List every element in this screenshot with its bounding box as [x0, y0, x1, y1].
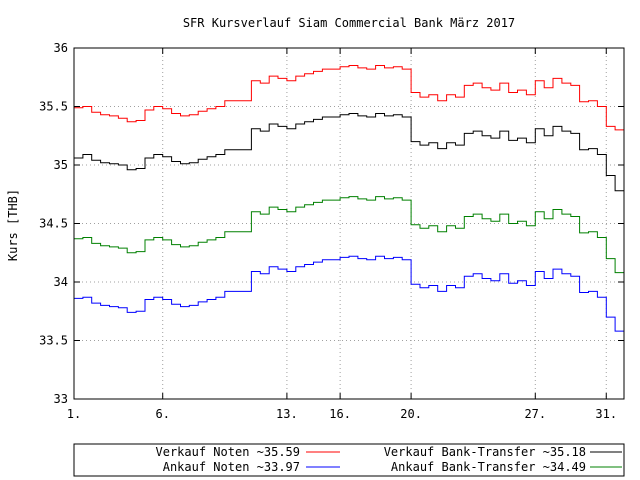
- legend-label: Ankauf Bank-Transfer ~34.49: [391, 460, 586, 474]
- legend-label: Verkauf Bank-Transfer ~35.18: [384, 445, 586, 459]
- y-tick-label: 34.5: [39, 217, 68, 231]
- series-line-verkauf-bank-transfer: [74, 113, 625, 201]
- x-tick-label: 1.: [67, 407, 81, 421]
- x-tick-label: 16.: [329, 407, 351, 421]
- grid: [74, 48, 624, 399]
- series-line-ankauf-bank-transfer: [74, 196, 625, 282]
- y-tick-label: 34: [54, 275, 68, 289]
- y-axis-label: Kurs [THB]: [6, 189, 20, 261]
- y-tick-label: 33: [54, 392, 68, 406]
- legend: Verkauf Noten ~35.59 Verkauf Bank-Transfe…: [73, 443, 625, 477]
- x-tick-label: 27.: [524, 407, 546, 421]
- x-tick-label: 6.: [155, 407, 169, 421]
- legend-box: [73, 443, 625, 477]
- axis-ticks: 33 33.5 34 34.5 35 35.5 36 1. 6. 13. 16. 20. 27. 31.: [39, 41, 624, 421]
- series-line-ankauf-noten: [74, 255, 625, 342]
- y-tick-label: 35.5: [39, 100, 68, 114]
- series-line-verkauf-noten: [74, 65, 625, 150]
- x-tick-label: 31.: [595, 407, 617, 421]
- y-tick-label: 33.5: [39, 334, 68, 348]
- y-tick-label: 36: [54, 41, 68, 55]
- legend-label: Verkauf Noten ~35.59: [156, 445, 301, 459]
- plot-area-frame: [73, 47, 625, 400]
- chart-title: SFR Kursverlauf Siam Commercial Bank Mär…: [183, 16, 515, 30]
- legend-label: Ankauf Noten ~33.97: [163, 460, 300, 474]
- x-tick-label: 13.: [276, 407, 298, 421]
- y-tick-label: 35: [54, 158, 68, 172]
- series-lines: [74, 65, 625, 342]
- x-tick-label: 20.: [400, 407, 422, 421]
